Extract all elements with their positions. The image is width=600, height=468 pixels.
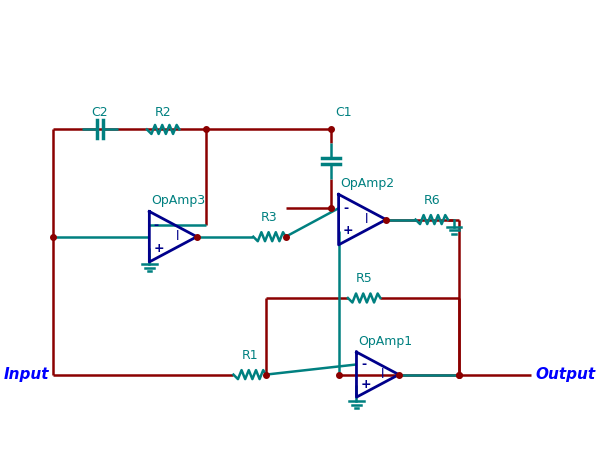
- Text: l: l: [380, 368, 384, 381]
- Text: -: -: [154, 219, 159, 232]
- Text: -: -: [343, 202, 348, 215]
- Text: l: l: [176, 230, 179, 243]
- Text: C2: C2: [92, 106, 109, 118]
- Text: R6: R6: [424, 194, 440, 207]
- Text: Input: Input: [3, 367, 49, 382]
- Text: R3: R3: [261, 211, 278, 224]
- Text: C1: C1: [335, 106, 352, 118]
- Text: l: l: [365, 213, 368, 226]
- Text: +: +: [154, 241, 164, 255]
- Text: R2: R2: [155, 106, 172, 118]
- Text: R1: R1: [241, 349, 258, 362]
- Text: OpAmp1: OpAmp1: [358, 335, 412, 348]
- Text: +: +: [343, 225, 354, 237]
- Text: -: -: [361, 358, 366, 371]
- Text: OpAmp3: OpAmp3: [151, 194, 205, 207]
- Text: +: +: [361, 378, 371, 391]
- Text: OpAmp2: OpAmp2: [340, 177, 395, 190]
- Text: Output: Output: [535, 367, 596, 382]
- Text: R5: R5: [356, 272, 373, 285]
